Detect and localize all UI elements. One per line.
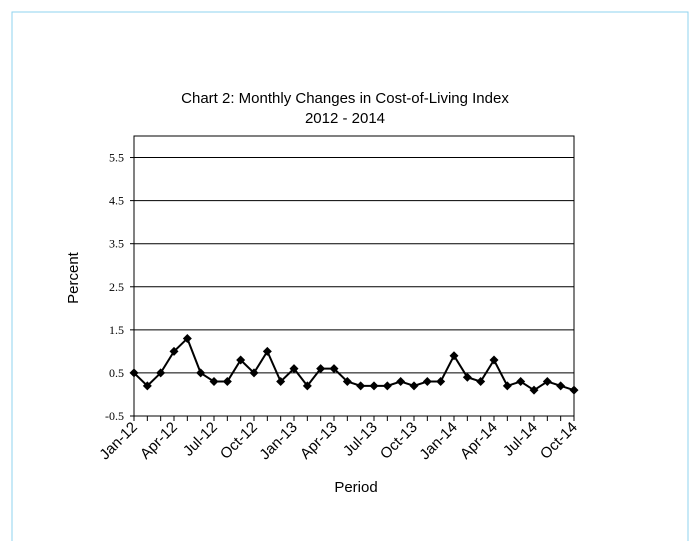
frame <box>11 11 689 541</box>
marker <box>236 355 246 365</box>
series-line <box>133 336 575 392</box>
marker <box>462 372 472 382</box>
x-axis-label: Period <box>334 479 377 496</box>
marker <box>529 385 539 395</box>
marker <box>169 346 179 356</box>
marker <box>316 364 326 374</box>
y-axis-label: Percent <box>65 251 82 304</box>
y-tick-label: -0.5 <box>105 409 124 423</box>
marker <box>222 377 232 387</box>
marker <box>556 381 566 391</box>
marker <box>276 377 286 387</box>
marker <box>489 355 499 365</box>
marker <box>302 381 312 391</box>
marker <box>156 368 166 378</box>
marker <box>369 381 379 391</box>
chart-title: Chart 2: Monthly Changes in Cost-of-Livi… <box>181 90 509 107</box>
chart-subtitle: 2012 - 2014 <box>305 110 385 127</box>
marker <box>396 377 406 387</box>
y-tick-label: 4.5 <box>109 194 124 208</box>
marker <box>289 364 299 374</box>
marker <box>502 381 512 391</box>
marker <box>569 385 579 395</box>
marker <box>196 368 206 378</box>
marker <box>249 368 259 378</box>
y-tick-label: 3.5 <box>109 237 124 251</box>
marker <box>129 368 139 378</box>
marker <box>436 377 446 387</box>
marker <box>182 333 192 343</box>
y-tick-label: 2.5 <box>109 280 124 294</box>
marker <box>142 381 152 391</box>
marker <box>342 377 352 387</box>
marker <box>409 381 419 391</box>
y-tick-label: 5.5 <box>109 151 124 165</box>
marker <box>476 377 486 387</box>
marker <box>449 351 459 361</box>
y-tick-label: 1.5 <box>109 323 124 337</box>
marker <box>262 346 272 356</box>
marker <box>382 381 392 391</box>
marker <box>356 381 366 391</box>
y-tick-label: 0.5 <box>109 366 124 380</box>
marker <box>422 377 432 387</box>
marker <box>516 377 526 387</box>
marker <box>209 377 219 387</box>
marker <box>329 364 339 374</box>
marker <box>542 377 552 387</box>
